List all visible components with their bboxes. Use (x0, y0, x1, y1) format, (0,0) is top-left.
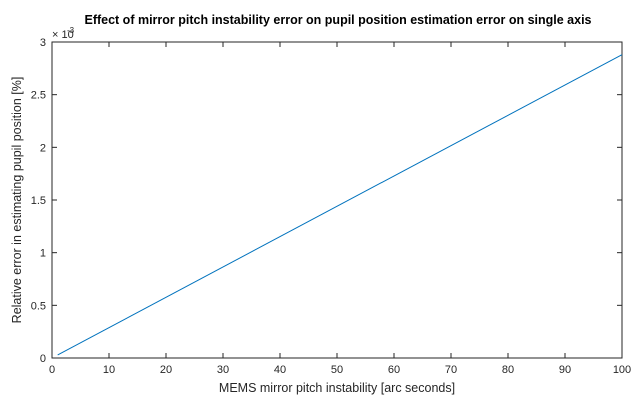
x-tick-label: 20 (160, 364, 172, 376)
x-tick-label: 0 (49, 364, 55, 376)
y-multiplier-exponent: -3 (67, 26, 75, 35)
y-axis-multiplier: × 10 -3 (52, 26, 75, 41)
y-tick-label: 1.5 (31, 195, 46, 207)
x-tick-label: 80 (502, 364, 514, 376)
x-tick-label: 40 (274, 364, 286, 376)
x-tick-label: 70 (445, 364, 457, 376)
y-tick-label: 0 (40, 353, 46, 365)
plot-box (51, 41, 623, 359)
series-line (57, 54, 623, 356)
x-tick-label: 50 (331, 364, 343, 376)
series-group (57, 54, 623, 356)
y-axis-label: Relative error in estimating pupil posit… (10, 77, 24, 324)
x-tick-label: 60 (388, 364, 400, 376)
chart-title: Effect of mirror pitch instability error… (84, 13, 591, 27)
x-axis-label: MEMS mirror pitch instability [arc secon… (219, 381, 455, 395)
y-multiplier-base: × 10 (52, 29, 74, 41)
y-tick-label: 2 (40, 142, 46, 154)
x-tick-label: 90 (559, 364, 571, 376)
x-axis-ticks: 0 10 20 30 40 50 60 70 80 90 100 (49, 42, 631, 376)
x-tick-label: 30 (217, 364, 229, 376)
y-tick-label: 1 (40, 248, 46, 260)
y-tick-label: 3 (40, 37, 46, 49)
y-tick-label: 2.5 (31, 90, 46, 102)
plot-area (51, 41, 623, 359)
y-tick-label: 0.5 (31, 300, 46, 312)
y-axis-ticks: 0 0.5 1 1.5 2 2.5 3 (31, 37, 622, 365)
x-tick-label: 10 (103, 364, 115, 376)
x-tick-label: 100 (613, 364, 631, 376)
